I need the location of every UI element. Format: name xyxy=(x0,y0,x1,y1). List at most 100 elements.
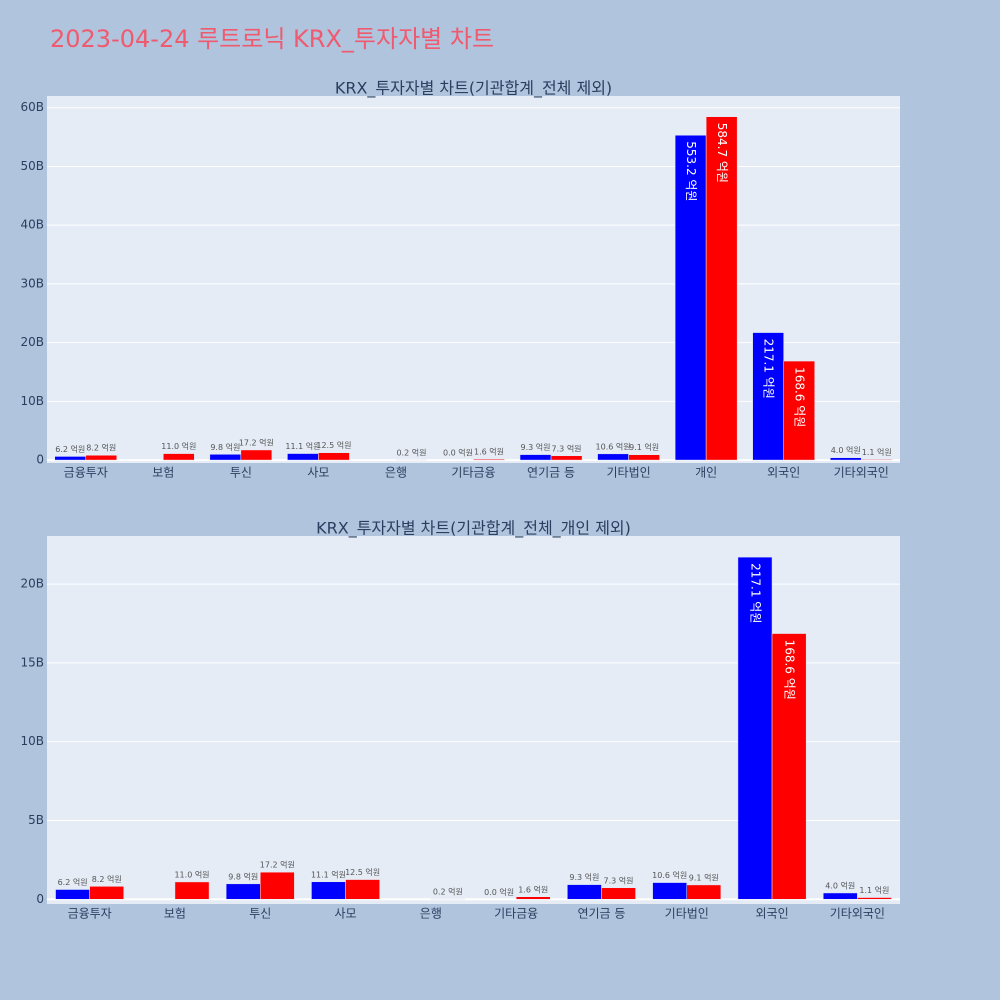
bar xyxy=(515,896,551,900)
value-label: 11.0 억원 xyxy=(174,869,209,879)
bar xyxy=(597,453,629,461)
value-label: 0.2 억원 xyxy=(396,447,426,457)
y-tick-label: 30B xyxy=(20,276,44,290)
bar xyxy=(550,455,583,461)
x-tick-label: 개인 xyxy=(695,466,717,480)
x-tick-label: 외국인 xyxy=(755,907,788,921)
value-label: 4.0 억원 xyxy=(825,880,855,890)
value-label: 9.1 억원 xyxy=(689,872,719,882)
value-label: 1.6 억원 xyxy=(518,884,548,894)
page-title: 2023-04-24 루트로닉 KRX_투자자별 차트 xyxy=(50,25,494,53)
value-label: 1.1 억원 xyxy=(859,885,889,895)
chart-title: KRX_투자자별 차트(기관합계_전체_개인 제외) xyxy=(316,519,631,539)
value-label: 9.1 억원 xyxy=(629,442,659,452)
x-tick-label: 연기금 등 xyxy=(577,907,625,921)
value-label: 7.3 억원 xyxy=(552,443,582,453)
y-tick-label: 0 xyxy=(36,892,44,906)
y-tick-label: 60B xyxy=(20,100,44,114)
x-tick-label: 보험 xyxy=(152,466,174,480)
value-label: 8.2 억원 xyxy=(86,443,116,453)
x-tick-label: 기타외국인 xyxy=(830,907,885,921)
value-label: 217.1 억원 xyxy=(748,563,762,623)
y-tick-label: 20B xyxy=(20,577,44,591)
y-tick-label: 40B xyxy=(20,218,44,232)
value-label: 9.3 억원 xyxy=(521,442,551,452)
bar xyxy=(519,454,552,461)
value-label: 17.2 억원 xyxy=(260,860,295,870)
bar xyxy=(857,897,892,900)
bar xyxy=(829,457,862,461)
x-tick-label: 금융투자 xyxy=(68,907,112,921)
bar xyxy=(318,452,350,461)
value-label: 10.6 억원 xyxy=(652,870,687,880)
bar xyxy=(771,633,807,900)
x-tick-label: 기타금융 xyxy=(451,466,495,480)
x-tick-label: 보험 xyxy=(164,907,186,921)
bar xyxy=(260,871,295,900)
bar xyxy=(89,886,125,900)
bar xyxy=(209,454,242,461)
value-label: 0.0 억원 xyxy=(484,887,514,897)
value-label: 0.2 억원 xyxy=(433,886,463,896)
bar xyxy=(686,884,722,900)
bar xyxy=(601,887,636,900)
x-tick-label: 기타외국인 xyxy=(834,466,889,480)
bar xyxy=(705,116,738,461)
y-tick-label: 20B xyxy=(20,335,44,349)
value-label: 0.0 억원 xyxy=(443,448,473,458)
value-label: 1.1 억원 xyxy=(862,447,892,457)
bar xyxy=(652,882,688,900)
bar xyxy=(174,881,210,900)
y-tick-label: 10B xyxy=(20,394,44,408)
x-tick-label: 기타법인 xyxy=(607,466,651,480)
bar xyxy=(85,454,118,461)
value-label: 9.8 억원 xyxy=(210,442,240,452)
chart-title: KRX_투자자별 차트(기관합계_전체 제외) xyxy=(335,79,612,99)
bar xyxy=(737,556,773,900)
value-label: 1.6 억원 xyxy=(474,447,504,457)
value-label: 6.2 억원 xyxy=(55,444,85,454)
value-label: 9.3 억원 xyxy=(569,872,599,882)
y-tick-label: 15B xyxy=(20,655,44,669)
value-label: 8.2 억원 xyxy=(92,874,122,884)
bar xyxy=(54,456,87,461)
bar xyxy=(628,454,660,461)
x-tick-label: 금융투자 xyxy=(64,466,108,480)
y-tick-label: 5B xyxy=(28,813,44,827)
value-label: 217.1 억원 xyxy=(762,339,776,399)
bar xyxy=(225,883,261,900)
y-tick-label: 0 xyxy=(36,453,44,467)
x-tick-label: 은행 xyxy=(385,465,407,480)
value-label: 11.1 억원 xyxy=(285,441,320,451)
x-tick-label: 기타금융 xyxy=(494,907,538,921)
y-tick-label: 10B xyxy=(20,734,44,748)
x-tick-label: 연기금 등 xyxy=(527,466,575,480)
x-tick-label: 사모 xyxy=(335,907,357,921)
value-label: 7.3 억원 xyxy=(604,875,634,885)
x-tick-label: 은행 xyxy=(420,906,442,921)
bar xyxy=(240,449,273,461)
bar xyxy=(752,332,784,461)
bar xyxy=(55,889,90,900)
value-label: 6.2 억원 xyxy=(58,877,88,887)
x-tick-label: 투신 xyxy=(230,466,252,480)
bar xyxy=(163,453,195,461)
bar xyxy=(860,459,893,461)
x-tick-label: 기타법인 xyxy=(665,907,709,921)
bar xyxy=(674,134,707,461)
value-label: 584.7 억원 xyxy=(715,123,729,183)
value-label: 553.2 억원 xyxy=(684,141,698,201)
x-tick-label: 투신 xyxy=(249,907,271,921)
value-label: 9.8 억원 xyxy=(228,871,258,881)
bar xyxy=(473,458,505,461)
value-label: 12.5 억원 xyxy=(316,440,351,450)
value-label: 168.6 억원 xyxy=(793,367,807,427)
value-label: 12.5 억원 xyxy=(345,867,380,877)
value-label: 11.1 억원 xyxy=(311,869,346,879)
bar xyxy=(345,879,380,900)
bar xyxy=(567,884,602,900)
bar xyxy=(311,881,346,900)
y-tick-label: 50B xyxy=(20,159,44,173)
bar xyxy=(822,892,858,900)
